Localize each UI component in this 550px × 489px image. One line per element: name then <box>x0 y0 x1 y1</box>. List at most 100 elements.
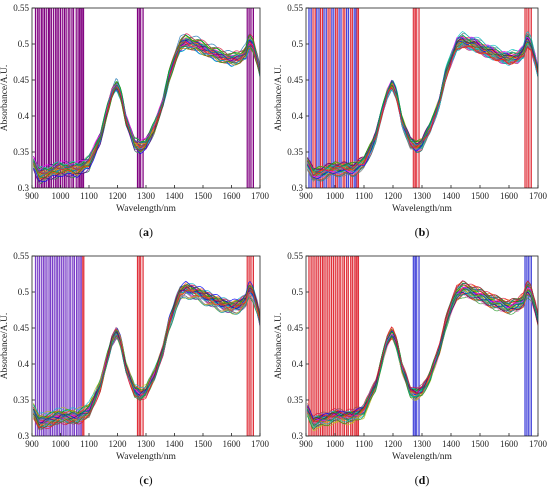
selected-band <box>335 8 338 188</box>
selected-band <box>356 256 360 436</box>
spectrum-line <box>307 286 538 427</box>
selected-band <box>246 256 250 436</box>
x-tick-label: 1000 <box>326 439 345 449</box>
selected-band <box>79 256 82 436</box>
selected-band <box>46 256 50 436</box>
spectrum-line <box>33 44 260 175</box>
x-tick-label: 1500 <box>194 439 213 449</box>
spectrum-line <box>307 45 538 177</box>
spectrum-line <box>307 293 538 422</box>
selected-band <box>64 256 68 436</box>
spectrum-line <box>33 45 260 177</box>
selected-band <box>139 8 144 188</box>
plot-area <box>307 8 538 188</box>
x-tick-label: 900 <box>299 439 313 449</box>
selected-band <box>331 8 335 188</box>
selected-band <box>136 8 140 188</box>
x-axis-label: Wavelength/nm <box>392 452 453 462</box>
spectrum-line <box>307 293 538 427</box>
x-tick-label: 1500 <box>471 191 490 201</box>
selected-band <box>323 256 327 436</box>
spectrum-line <box>307 294 538 423</box>
x-tick-label: 1600 <box>500 439 519 449</box>
selected-band <box>34 256 39 436</box>
selected-band <box>338 8 342 188</box>
spectrum-line <box>307 41 538 179</box>
spectrum-line <box>307 286 538 424</box>
spectrum-line <box>33 44 260 173</box>
x-tick-label: 1400 <box>166 439 185 449</box>
spectrum-line <box>307 289 538 418</box>
spectrum-line <box>33 47 260 179</box>
y-tick-label: 0.35 <box>13 395 29 405</box>
spectrum-line <box>307 34 538 173</box>
x-tick-label: 1000 <box>326 191 345 201</box>
spectrum-line <box>307 288 538 430</box>
spectrum-line <box>307 42 538 172</box>
spectrum-line <box>33 286 260 429</box>
selected-band <box>38 8 42 188</box>
y-tick-label: 0.3 <box>18 431 30 441</box>
y-tick-label: 0.3 <box>18 183 30 193</box>
spectrum-line <box>307 46 538 176</box>
spectrum-line <box>307 292 538 426</box>
selected-band <box>334 256 338 436</box>
spectrum-line <box>307 44 538 176</box>
spectrum-line <box>33 45 260 174</box>
spectrum-line <box>307 283 538 423</box>
y-tick-label: 0.4 <box>18 111 30 121</box>
spectrum-line <box>33 286 260 426</box>
panel-label: (c) <box>139 473 152 487</box>
x-axis-label: Wavelength/nm <box>116 452 177 462</box>
selected-band <box>412 256 416 436</box>
x-tick-label: 1100 <box>80 439 98 449</box>
spectrum-line <box>307 287 538 422</box>
y-tick-label: 0.55 <box>13 3 29 13</box>
selected-band <box>42 8 46 188</box>
selected-band <box>246 8 250 188</box>
selected-band <box>42 256 46 436</box>
spectrum-line <box>33 285 260 428</box>
spectrum-line <box>33 297 260 424</box>
x-axis-label: Wavelength/nm <box>116 204 177 214</box>
spectrum-line <box>33 38 260 172</box>
y-tick-label: 0.4 <box>292 359 304 369</box>
spectrum-line <box>33 284 260 418</box>
selected-band <box>53 256 57 436</box>
selected-band <box>82 256 85 436</box>
x-tick-label: 900 <box>25 439 39 449</box>
x-tick-label: 900 <box>25 191 39 201</box>
x-tick-label: 1600 <box>223 191 242 201</box>
x-tick-label: 1700 <box>529 191 548 201</box>
spectrum-line <box>33 46 260 179</box>
selected-band <box>60 256 64 436</box>
selected-band <box>52 8 57 188</box>
y-tick-label: 0.35 <box>287 147 303 157</box>
spectrum-line <box>307 38 538 171</box>
y-tick-label: 0.5 <box>292 39 304 49</box>
selected-band <box>71 8 75 188</box>
x-tick-label: 1300 <box>137 191 156 201</box>
selected-band <box>63 8 67 188</box>
selected-band <box>338 256 342 436</box>
plot-area <box>33 256 260 436</box>
spectrum-line <box>307 291 538 420</box>
selected-band <box>75 256 79 436</box>
spectrum-line <box>33 43 260 178</box>
selected-band <box>49 8 52 188</box>
y-tick-label: 0.5 <box>292 287 304 297</box>
x-tick-label: 1200 <box>384 439 403 449</box>
panel-label: (d) <box>415 473 430 487</box>
selected-band <box>75 8 79 188</box>
spectrum-line <box>33 43 260 176</box>
y-tick-label: 0.45 <box>13 323 29 333</box>
y-tick-label: 0.3 <box>292 183 304 193</box>
spectrum-line <box>33 43 260 171</box>
selected-band <box>330 256 335 436</box>
selected-band <box>308 256 312 436</box>
spectrum-line <box>307 45 538 173</box>
x-tick-label: 1700 <box>251 191 270 201</box>
selected-band <box>81 8 85 188</box>
x-tick-label: 1700 <box>529 439 548 449</box>
